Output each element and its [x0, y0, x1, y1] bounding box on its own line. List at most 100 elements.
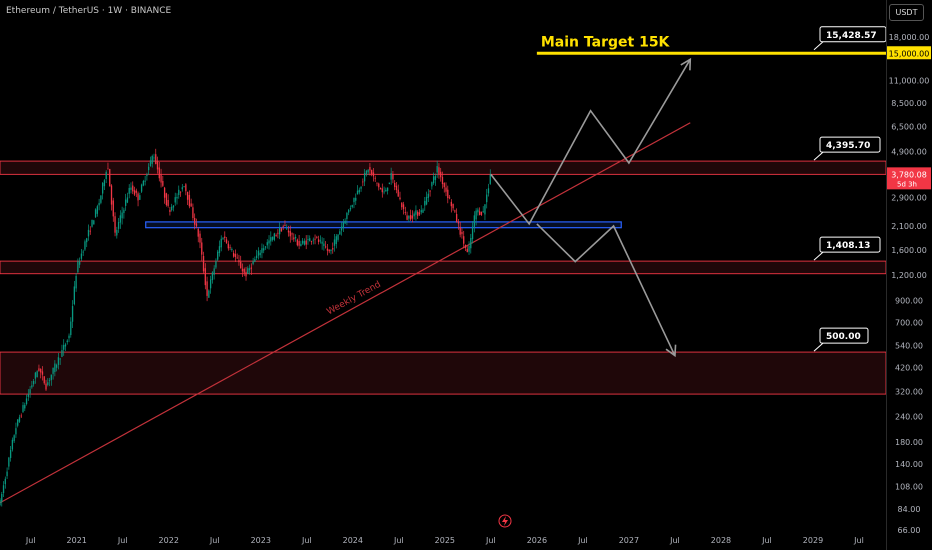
candle[interactable]: [132, 181, 134, 195]
candle[interactable]: [459, 221, 461, 238]
candle[interactable]: [116, 226, 118, 239]
candle[interactable]: [89, 226, 91, 235]
candle[interactable]: [162, 175, 164, 187]
candle[interactable]: [208, 289, 210, 298]
candle[interactable]: [149, 156, 152, 167]
candle[interactable]: [224, 231, 226, 243]
candle[interactable]: [333, 234, 336, 252]
candle[interactable]: [466, 245, 468, 253]
candle[interactable]: [450, 199, 452, 213]
candle[interactable]: [395, 181, 398, 194]
candle[interactable]: [50, 374, 52, 386]
candle[interactable]: [63, 339, 65, 356]
currency-button[interactable]: USDT: [889, 4, 924, 21]
candle[interactable]: [121, 206, 123, 225]
candle[interactable]: [54, 360, 56, 377]
candle[interactable]: [487, 183, 490, 197]
candle[interactable]: [133, 186, 136, 197]
candle[interactable]: [376, 182, 378, 187]
candle[interactable]: [178, 185, 180, 199]
candle[interactable]: [96, 204, 99, 217]
candle[interactable]: [204, 263, 206, 290]
candle[interactable]: [471, 221, 474, 244]
candle[interactable]: [351, 204, 353, 209]
candle[interactable]: [473, 211, 476, 233]
candle[interactable]: [231, 247, 233, 252]
candle[interactable]: [151, 154, 153, 168]
candle[interactable]: [307, 234, 309, 245]
support-box[interactable]: [145, 221, 622, 229]
candle[interactable]: [325, 241, 327, 249]
candle[interactable]: [278, 222, 281, 240]
candle[interactable]: [94, 208, 97, 218]
candle[interactable]: [255, 249, 258, 260]
candle[interactable]: [8, 456, 10, 470]
candle[interactable]: [259, 249, 261, 258]
candle[interactable]: [148, 163, 150, 176]
candle[interactable]: [418, 208, 421, 216]
candle[interactable]: [287, 225, 290, 237]
candle[interactable]: [342, 218, 345, 232]
candle[interactable]: [82, 249, 84, 256]
candle[interactable]: [107, 162, 109, 170]
candle[interactable]: [29, 386, 31, 398]
candle[interactable]: [4, 476, 6, 489]
candle[interactable]: [114, 212, 116, 237]
candle[interactable]: [420, 205, 422, 215]
candle[interactable]: [34, 371, 37, 384]
candle[interactable]: [153, 153, 155, 162]
candle[interactable]: [64, 342, 67, 352]
candle[interactable]: [388, 182, 391, 185]
candle[interactable]: [482, 206, 484, 214]
lightning-icon[interactable]: [498, 514, 512, 528]
candle[interactable]: [335, 234, 337, 249]
candle[interactable]: [328, 249, 330, 254]
candle[interactable]: [9, 446, 12, 462]
candle[interactable]: [266, 239, 268, 249]
candle[interactable]: [294, 234, 297, 242]
candle[interactable]: [156, 156, 159, 174]
candle[interactable]: [394, 180, 396, 191]
candle[interactable]: [489, 169, 491, 185]
candle[interactable]: [169, 206, 171, 216]
candle[interactable]: [340, 221, 343, 236]
candle[interactable]: [413, 211, 415, 220]
candle[interactable]: [163, 186, 166, 204]
candle[interactable]: [172, 205, 175, 212]
candle[interactable]: [181, 183, 183, 192]
candle[interactable]: [240, 255, 242, 269]
candle[interactable]: [346, 211, 348, 226]
candle[interactable]: [199, 230, 201, 249]
candle[interactable]: [227, 240, 229, 251]
candle[interactable]: [18, 414, 21, 423]
price-callout[interactable]: 4,395.70: [813, 136, 881, 161]
candle[interactable]: [31, 381, 33, 389]
candle[interactable]: [422, 208, 424, 213]
candle[interactable]: [98, 198, 100, 211]
candle[interactable]: [220, 235, 222, 252]
candle[interactable]: [201, 237, 203, 261]
candle[interactable]: [140, 183, 143, 194]
candle[interactable]: [275, 233, 277, 237]
candle[interactable]: [202, 251, 205, 274]
candle[interactable]: [401, 202, 403, 210]
candle[interactable]: [117, 218, 120, 233]
candle[interactable]: [417, 210, 419, 220]
candle[interactable]: [22, 401, 24, 413]
candle[interactable]: [291, 232, 293, 241]
candle[interactable]: [38, 364, 40, 372]
candle[interactable]: [171, 203, 173, 212]
candle[interactable]: [284, 220, 286, 227]
candle[interactable]: [59, 357, 61, 365]
candle[interactable]: [130, 182, 132, 194]
candle[interactable]: [463, 230, 465, 249]
candle[interactable]: [360, 185, 362, 192]
candle[interactable]: [84, 239, 86, 251]
candle[interactable]: [55, 363, 58, 372]
candle[interactable]: [225, 237, 228, 244]
candle[interactable]: [438, 163, 440, 179]
bull-projection-path[interactable]: [490, 58, 691, 226]
candle[interactable]: [197, 227, 199, 243]
candle[interactable]: [348, 208, 350, 216]
